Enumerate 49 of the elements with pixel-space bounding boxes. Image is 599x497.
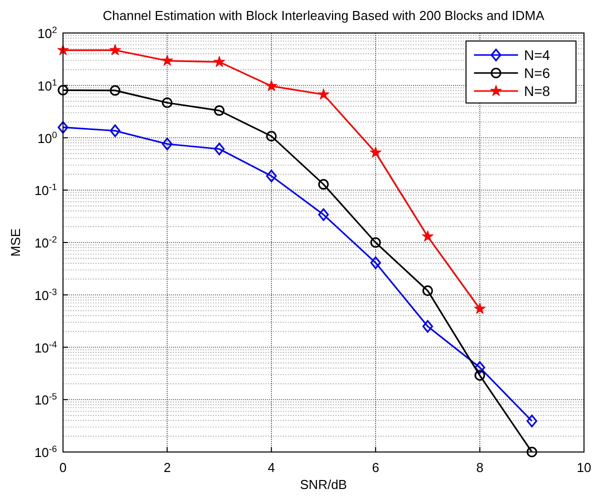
point <box>109 44 121 56</box>
point <box>214 56 225 67</box>
point <box>266 130 277 142</box>
point <box>162 138 172 150</box>
x-axis-title: SNR/dB <box>300 477 347 492</box>
y-tick-label: 10$^{1}$ <box>37 77 57 94</box>
point <box>58 84 68 96</box>
legend-label: N=4 <box>524 47 550 63</box>
point <box>422 230 434 242</box>
point <box>370 237 381 248</box>
x-tick-label: 4 <box>268 460 276 475</box>
y-tick-label: 10$^{-2}$ <box>34 234 57 250</box>
point <box>58 121 68 134</box>
point <box>526 446 538 458</box>
y-tick-label: 10$^{-6}$ <box>34 444 57 460</box>
chart-title: Channel Estimation with Block Interleaving Based with 200 Blocks and IDMA <box>102 8 545 23</box>
y-tick-label: 10$^{-5}$ <box>34 392 57 408</box>
point <box>318 208 329 221</box>
point <box>474 370 486 381</box>
x-tick-label: 10 <box>576 460 592 475</box>
point <box>266 80 278 91</box>
y-tick-label: 10$^{0}$ <box>37 130 57 146</box>
legend-label: N=8 <box>524 83 550 99</box>
point <box>526 414 538 428</box>
point <box>474 361 486 374</box>
point <box>266 170 277 182</box>
point <box>162 54 173 66</box>
x-tick-label: 0 <box>59 460 67 475</box>
point <box>214 142 225 156</box>
point <box>214 105 225 116</box>
x-tick-label: 2 <box>164 460 171 475</box>
point <box>422 320 433 333</box>
legend-label: N=6 <box>524 65 550 81</box>
point <box>370 256 381 270</box>
y-tick-label: 10$^{-1}$ <box>34 182 57 198</box>
point <box>474 302 486 314</box>
point <box>422 285 433 296</box>
y-tick-label: 10$^{-4}$ <box>34 339 57 356</box>
point <box>318 179 329 190</box>
y-axis-title: MSE <box>8 228 23 257</box>
y-tick-label: 10$^{-3}$ <box>34 286 57 303</box>
x-tick-label: 6 <box>372 460 380 475</box>
y-tick-label: 10$^{2}$ <box>37 25 57 41</box>
point <box>110 85 120 96</box>
point <box>370 146 382 158</box>
point <box>318 88 330 100</box>
point <box>110 124 120 138</box>
x-tick-label: 8 <box>476 460 484 475</box>
point <box>162 97 172 108</box>
